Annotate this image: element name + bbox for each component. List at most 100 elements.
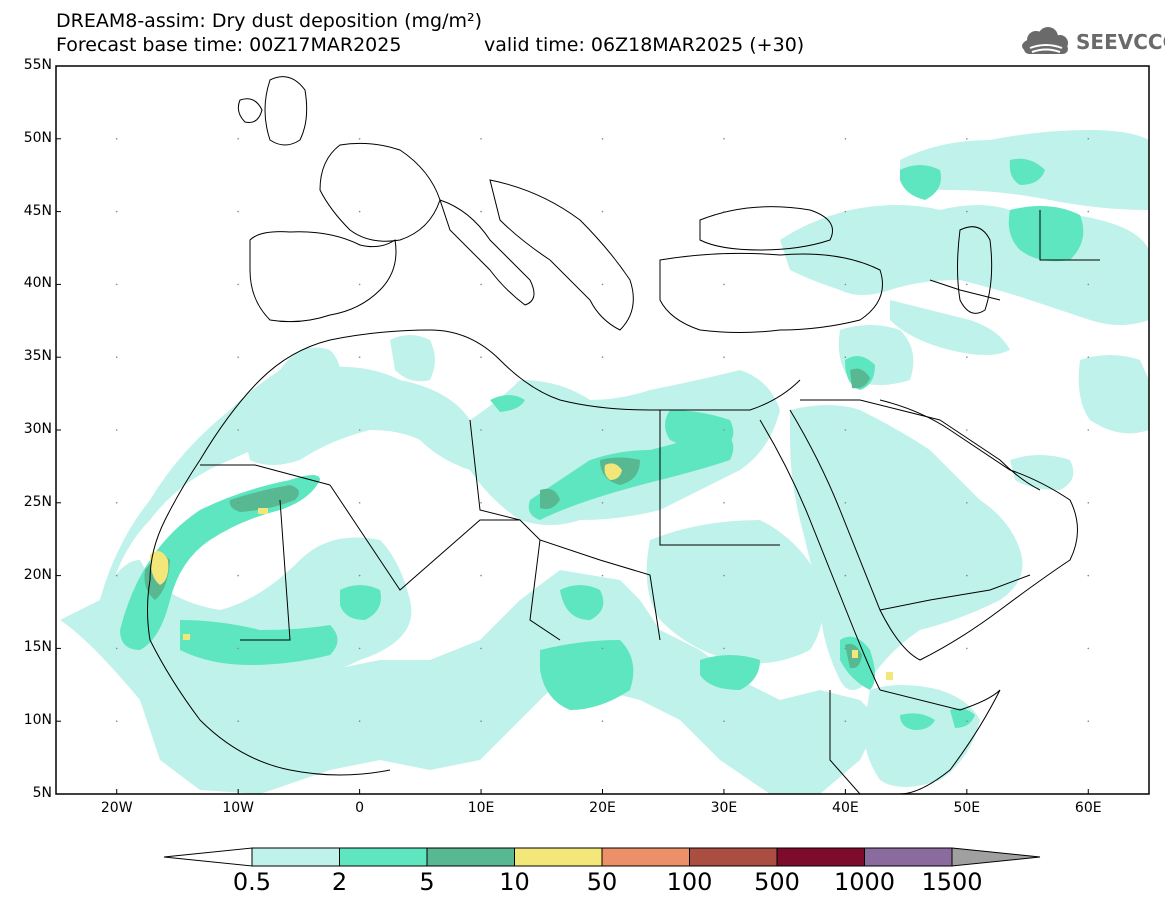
grid-dot [358,720,361,722]
grid-dot [237,720,239,722]
lon-label: 30E [710,800,738,816]
lon-label: 10W [222,800,254,816]
grid-dot [115,574,118,577]
grid-dot [844,720,847,722]
grid-dot [844,647,847,650]
logo-text: SEEVCCC [1076,30,1165,54]
grid-dot [1087,647,1090,650]
lon-label: 50E [953,800,981,816]
grid-dot [237,210,239,213]
forecast-base-time: Forecast base time: 00Z17MAR2025 [56,34,402,56]
colorbar-under-arrow [163,847,253,867]
lat-label: 55N [23,57,52,73]
colorbar-level-label: 0.5 [232,868,272,896]
grid-dot [480,429,482,431]
colorbar-swatch [689,847,778,867]
dust-layer-10 [150,463,893,680]
axis-ticks [56,65,1090,795]
colorbar-swatch [339,847,428,867]
colorbar-level-label: 50 [586,868,618,896]
colorbar-over-arrow [951,847,1041,867]
grid-dot [966,720,968,722]
grid-dot [723,502,725,504]
lat-label: 35N [23,348,52,365]
grid-dot [1087,720,1090,722]
grid-dot [844,356,847,359]
grid-dot [601,283,604,286]
grid-dot [1087,138,1090,140]
grid-dot [237,429,239,431]
lat-label: 20N [23,566,52,583]
grid-dot [115,502,118,504]
lon-label: 20E [589,800,616,816]
grid-dot [601,356,604,359]
grid-dot [966,429,968,431]
lon-label: 0 [355,800,365,816]
grid-dot [601,647,604,650]
lat-label: 15N [23,639,52,656]
grid-dot [115,356,118,359]
cloud-icon [1022,27,1068,54]
colorbar-level-label: 1500 [921,868,983,896]
lat-label: 45N [23,202,52,219]
grid-dot [601,720,604,722]
grid-dot [723,647,725,650]
lat-label: 5N [32,785,52,801]
colorbar-level-label: 10 [499,868,530,896]
grid-dot [237,647,239,650]
lat-label: 30N [23,421,52,437]
grid-dot [358,283,361,286]
grid-dot [237,356,239,359]
grid-dot [601,574,604,577]
colorbar-level-label: 1000 [833,868,896,896]
grid-dot [966,574,968,577]
colorbar-swatch [601,847,690,867]
grid-dot [480,502,482,504]
lat-label: 50N [23,129,52,146]
grid-dot [723,138,725,140]
colorbar-level-label: 100 [666,868,713,896]
colorbar-swatch [514,847,603,867]
grid-dot [966,356,968,359]
grid-dot [1087,574,1090,577]
grid-dot [966,210,968,213]
grid-dot [358,210,361,213]
grid-dot [115,210,118,213]
grid-dot [480,574,482,577]
grid-dot [723,210,725,213]
grid-dot [723,429,725,431]
colorbar-swatch [251,847,340,867]
grid-dot [237,502,239,504]
grid-dot [723,283,725,286]
lon-label: 20W [100,800,133,816]
grid-dot [601,210,604,213]
valid-time: valid time: 06Z18MAR2025 (+30) [484,34,805,56]
colorbar-level-label: 2 [331,868,348,896]
colorbar-swatch [426,847,515,867]
lat-label: 10N [23,712,52,729]
grid-dot [844,574,847,577]
grid-dot [237,283,239,286]
grid-dot [966,138,968,140]
grid-dot [723,574,725,577]
grid-dot [601,429,604,431]
colorbar-level-label: 500 [754,868,800,896]
grid-dot [115,720,118,722]
grid-dot [480,283,482,286]
grid-dot [844,502,847,504]
grid-dot [966,283,968,286]
grid-dot [1087,502,1090,504]
grid-dot [601,502,604,504]
grid-dot [844,429,847,431]
grid-dot [723,356,725,359]
grid-dot [115,138,118,140]
grid-dot [480,138,482,140]
grid-dot [723,720,725,722]
grid-dot [358,429,361,431]
colorbar-swatch [776,847,865,867]
grid-dot [358,574,361,577]
grid-dot [1087,356,1090,359]
grid-dot [601,138,604,140]
